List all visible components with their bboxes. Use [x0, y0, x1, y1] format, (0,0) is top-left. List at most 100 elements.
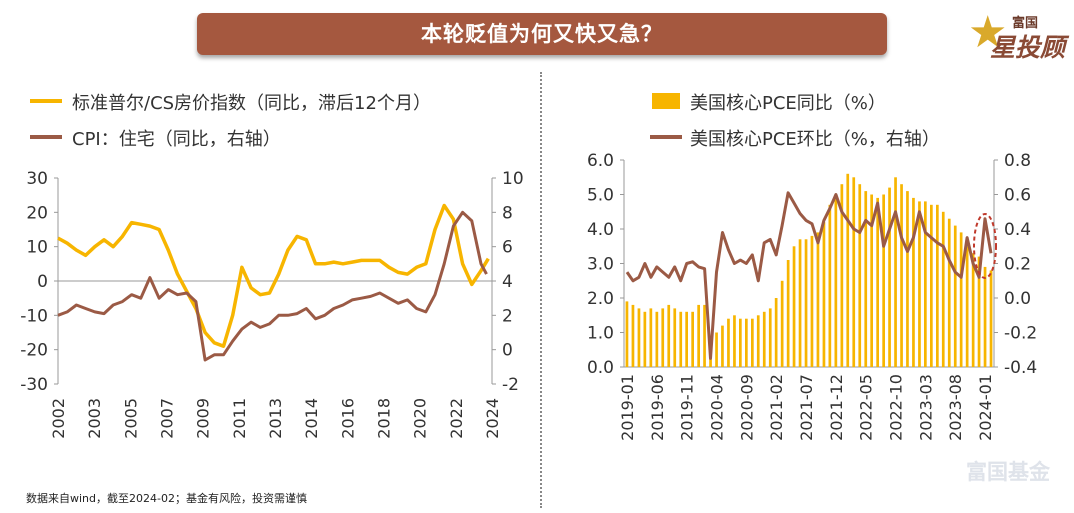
x-tick-label: 2018 [375, 398, 394, 439]
bar [721, 325, 724, 367]
y-tick-label: 4.0 [587, 220, 614, 240]
x-tick-label: 2019-11 [678, 374, 697, 441]
x-tick-label: 2024-01 [976, 374, 995, 441]
bar [846, 173, 850, 367]
bar [900, 184, 903, 367]
y-tick-label: 1.0 [587, 324, 614, 344]
y2-tick-label: 0.8 [1004, 151, 1031, 171]
bar [774, 298, 778, 367]
bar [691, 311, 694, 367]
bar [971, 253, 975, 367]
bar [822, 222, 826, 367]
y2-tick-label: 0 [502, 341, 513, 361]
bar [930, 204, 933, 367]
bar [703, 304, 706, 367]
x-tick-label: 2019-06 [648, 374, 667, 441]
x-tick-label: 2023-03 [916, 374, 935, 441]
bar [667, 304, 671, 367]
y2-tick-label: 4 [502, 272, 513, 292]
highlight-ellipse [973, 213, 997, 279]
bar [733, 315, 736, 368]
y2-tick-label: 8 [502, 203, 513, 223]
x-tick-label: 2022 [447, 398, 466, 439]
y2-tick-label: 10 [502, 169, 524, 189]
bar [715, 332, 718, 367]
y2-tick-label: 2 [502, 306, 513, 326]
y2-tick-label: -2 [502, 375, 519, 395]
bar [649, 308, 653, 367]
bar [989, 270, 993, 367]
bar [780, 280, 784, 368]
bar [661, 308, 665, 367]
bar [936, 204, 939, 367]
y-tick-label: 2.0 [587, 289, 614, 309]
bar [894, 177, 897, 368]
bar [858, 184, 862, 367]
legend-left-1: 标准普尔/CS房价指数（同比，滞后12个月） [72, 93, 431, 114]
bar [912, 197, 915, 367]
x-tick-label: 2016 [338, 398, 357, 439]
legend-right-2: 美国核心PCE环比（%，右轴） [690, 129, 940, 150]
y2-tick-label: 0.0 [1004, 289, 1031, 309]
bar [762, 311, 766, 367]
bar [953, 225, 957, 367]
bar [870, 194, 873, 367]
bar [852, 177, 856, 368]
bar [947, 218, 951, 367]
x-tick-label: 2021-02 [767, 374, 786, 441]
watermark: 富国基金 [966, 460, 1050, 484]
x-tick-label: 2019-01 [618, 374, 637, 441]
bar [625, 301, 629, 367]
x-tick-label: 2020 [411, 398, 430, 439]
series-line-1 [57, 203, 490, 348]
page-title: 本轮贬值为何又快又急？ [421, 22, 663, 46]
x-tick-label: 2020-04 [708, 374, 727, 441]
x-tick-label: 2020-09 [737, 374, 756, 441]
y-tick-label: 20 [26, 203, 48, 223]
bar [631, 304, 635, 367]
bar [965, 246, 969, 368]
bar [756, 315, 760, 368]
bar [792, 246, 796, 368]
y-tick-label: 30 [26, 169, 48, 189]
bar [751, 318, 754, 367]
y2-tick-label: 0.2 [1004, 255, 1031, 275]
title-banner: 本轮贬值为何又快又急？ [197, 13, 887, 55]
bar [637, 308, 641, 367]
y-tick-label: -30 [20, 375, 48, 395]
bar [798, 239, 802, 367]
x-tick-label: 2022-05 [857, 374, 876, 441]
mom-line [625, 191, 993, 360]
x-tick-label: 2005 [121, 398, 140, 439]
bar [882, 194, 885, 367]
bar [816, 232, 820, 367]
bar [655, 311, 659, 367]
x-tick-label: 2022-10 [887, 374, 906, 441]
bar [977, 256, 981, 367]
bar [864, 191, 868, 367]
y-tick-label: -20 [20, 341, 48, 361]
x-tick-label: 2007 [158, 398, 177, 439]
brand-logo: ★ 富国 星投顾 [968, 8, 1068, 63]
bar [804, 239, 808, 367]
y2-tick-label: -0.4 [1004, 358, 1037, 378]
bar [786, 260, 790, 367]
brand-line2: 星投顾 [990, 33, 1066, 62]
bar [768, 308, 772, 367]
legend-right-1: 美国核心PCE同比（%） [690, 93, 886, 114]
bar [685, 311, 688, 367]
source-note: 数据来自wind，截至2024-02；基金有风险，投资需谨慎 [26, 492, 307, 505]
panel-divider [540, 72, 542, 508]
x-tick-label: 2021-12 [827, 374, 846, 441]
bar [959, 232, 963, 367]
y-tick-label: 0 [37, 272, 48, 292]
y2-tick-label: -0.2 [1004, 324, 1037, 344]
bar [643, 311, 647, 367]
bar [918, 201, 921, 367]
bar [679, 311, 683, 367]
legend-left-2: CPI：住宅（同比，右轴） [72, 129, 281, 150]
series-line-2 [57, 210, 488, 362]
x-tick-label: 2024 [483, 398, 502, 439]
bar [924, 201, 927, 367]
